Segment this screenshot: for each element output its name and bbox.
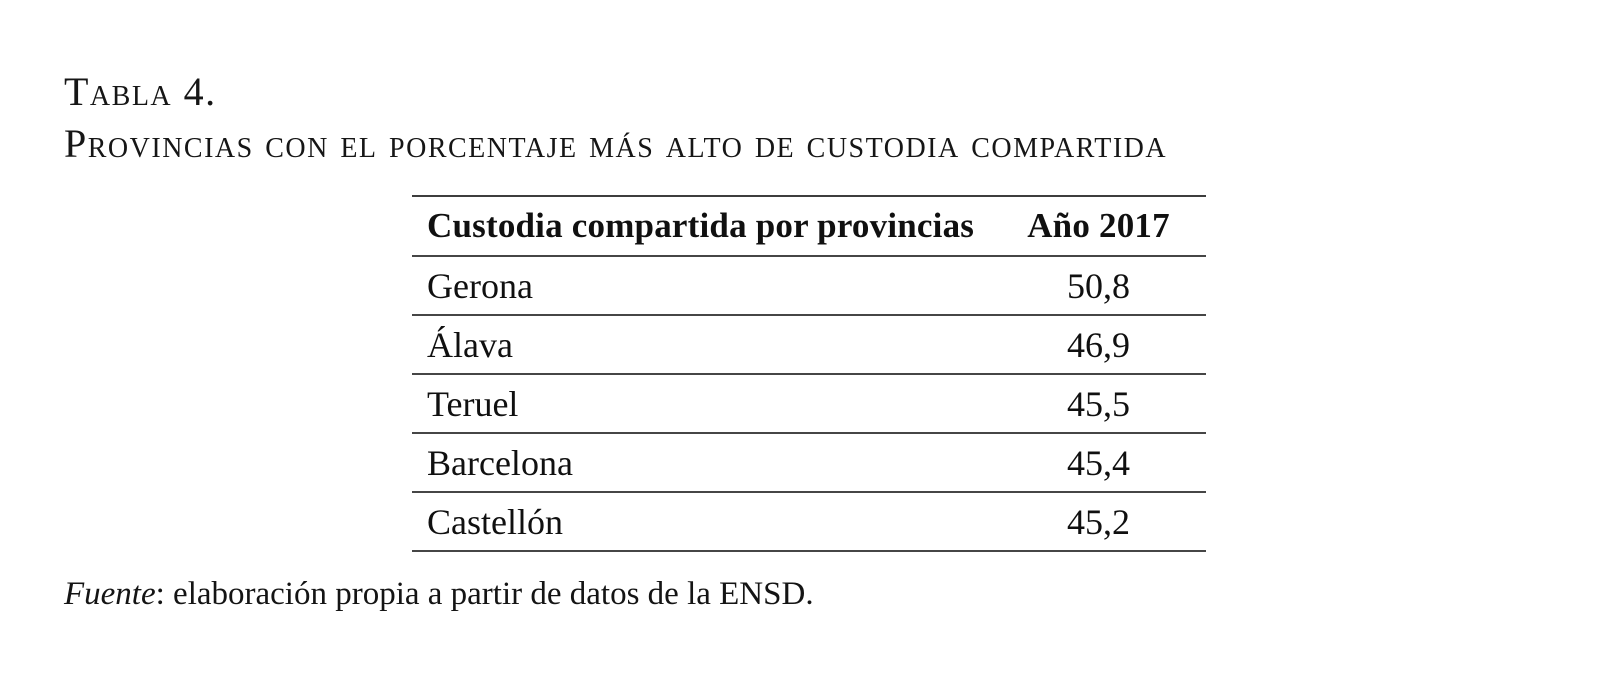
value-cell: 46,9	[1067, 324, 1130, 365]
source-note-text: : elaboración propia a partir de datos d…	[155, 576, 814, 612]
table-caption-number: Tabla 4.	[64, 69, 217, 114]
table-row: Teruel 45,5	[412, 374, 1206, 433]
custody-table-header: Custodia compartida por provincias Año 2…	[412, 196, 1206, 256]
province-cell: Álava	[427, 324, 513, 365]
source-note: Fuente: elaboración propia a partir de d…	[64, 574, 814, 614]
value-cell: 50,8	[1067, 265, 1130, 306]
table-row: Barcelona 45,4	[412, 433, 1206, 492]
column-header-provinces: Custodia compartida por provincias	[427, 206, 975, 245]
province-cell: Gerona	[427, 265, 533, 306]
table-caption: Tabla 4. Provincias con el porcentaje má…	[64, 66, 1167, 170]
value-cell: 45,4	[1067, 442, 1130, 483]
header-row: Custodia compartida por provincias Año 2…	[412, 196, 1206, 256]
table-caption-title: Provincias con el porcentaje más alto de…	[64, 121, 1168, 166]
custody-table-body: Gerona 50,8 Álava 46,9 Teruel 45,5 Barce…	[412, 256, 1206, 551]
table-row: Álava 46,9	[412, 315, 1206, 374]
table-row: Castellón 45,2	[412, 492, 1206, 551]
province-cell: Barcelona	[427, 442, 573, 483]
custody-table: Custodia compartida por provincias Año 2…	[412, 195, 1206, 552]
column-header-year: Año 2017	[1027, 206, 1170, 245]
province-cell: Teruel	[427, 383, 519, 424]
value-cell: 45,5	[1067, 383, 1130, 424]
table-row: Gerona 50,8	[412, 256, 1206, 315]
source-note-prefix: Fuente	[64, 576, 156, 612]
value-cell: 45,2	[1067, 501, 1130, 542]
province-cell: Castellón	[427, 501, 563, 542]
